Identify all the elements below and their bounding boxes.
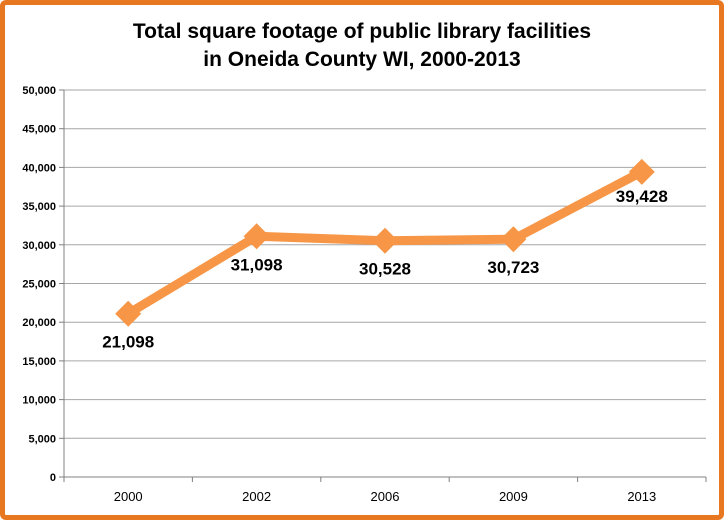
axes — [59, 89, 707, 482]
x-tick-label: 2002 — [242, 489, 271, 504]
y-tick-label: 50,000 — [22, 85, 56, 97]
y-tick-label: 5,000 — [28, 433, 56, 445]
y-tick-labels: 0 5,000 10,000 15,000 20,000 25,000 30,000 35,0… — [22, 85, 56, 484]
chart-title-line-1: Total square footage of public library f… — [133, 20, 591, 43]
data-point-marker — [500, 226, 527, 253]
data-label: 31,098 — [231, 255, 283, 274]
x-tick-label: 2009 — [499, 489, 528, 504]
data-label: 30,528 — [359, 260, 411, 279]
data-point-marker — [115, 300, 142, 327]
y-tick-label: 25,000 — [22, 279, 56, 291]
x-tick-label: 2000 — [114, 489, 143, 504]
y-tick-label: 15,000 — [22, 356, 56, 368]
y-tick-label: 10,000 — [22, 395, 56, 407]
y-tick-label: 0 — [50, 472, 56, 484]
x-tick-label: 2006 — [371, 489, 400, 504]
data-label: 21,098 — [102, 333, 154, 352]
x-tick-label: 2013 — [627, 489, 656, 504]
y-tick-label: 20,000 — [22, 317, 56, 329]
data-point-marker — [243, 223, 270, 250]
data-labels: 21,098 31,098 30,528 30,723 39,428 — [102, 187, 668, 352]
data-label: 30,723 — [487, 258, 539, 277]
y-tick-label: 30,000 — [22, 240, 56, 252]
data-markers — [115, 158, 655, 327]
y-tick-label: 40,000 — [22, 162, 56, 174]
chart-title-line-2: in Oneida County WI, 2000-2013 — [203, 48, 520, 71]
gridlines — [64, 89, 706, 439]
x-tick-labels: 2000 2002 2006 2009 2013 — [114, 489, 657, 504]
y-tick-label: 45,000 — [22, 124, 56, 136]
data-point-marker — [372, 227, 398, 254]
data-point-marker — [628, 158, 655, 185]
y-tick-label: 35,000 — [22, 201, 56, 213]
data-label: 39,428 — [616, 187, 668, 206]
